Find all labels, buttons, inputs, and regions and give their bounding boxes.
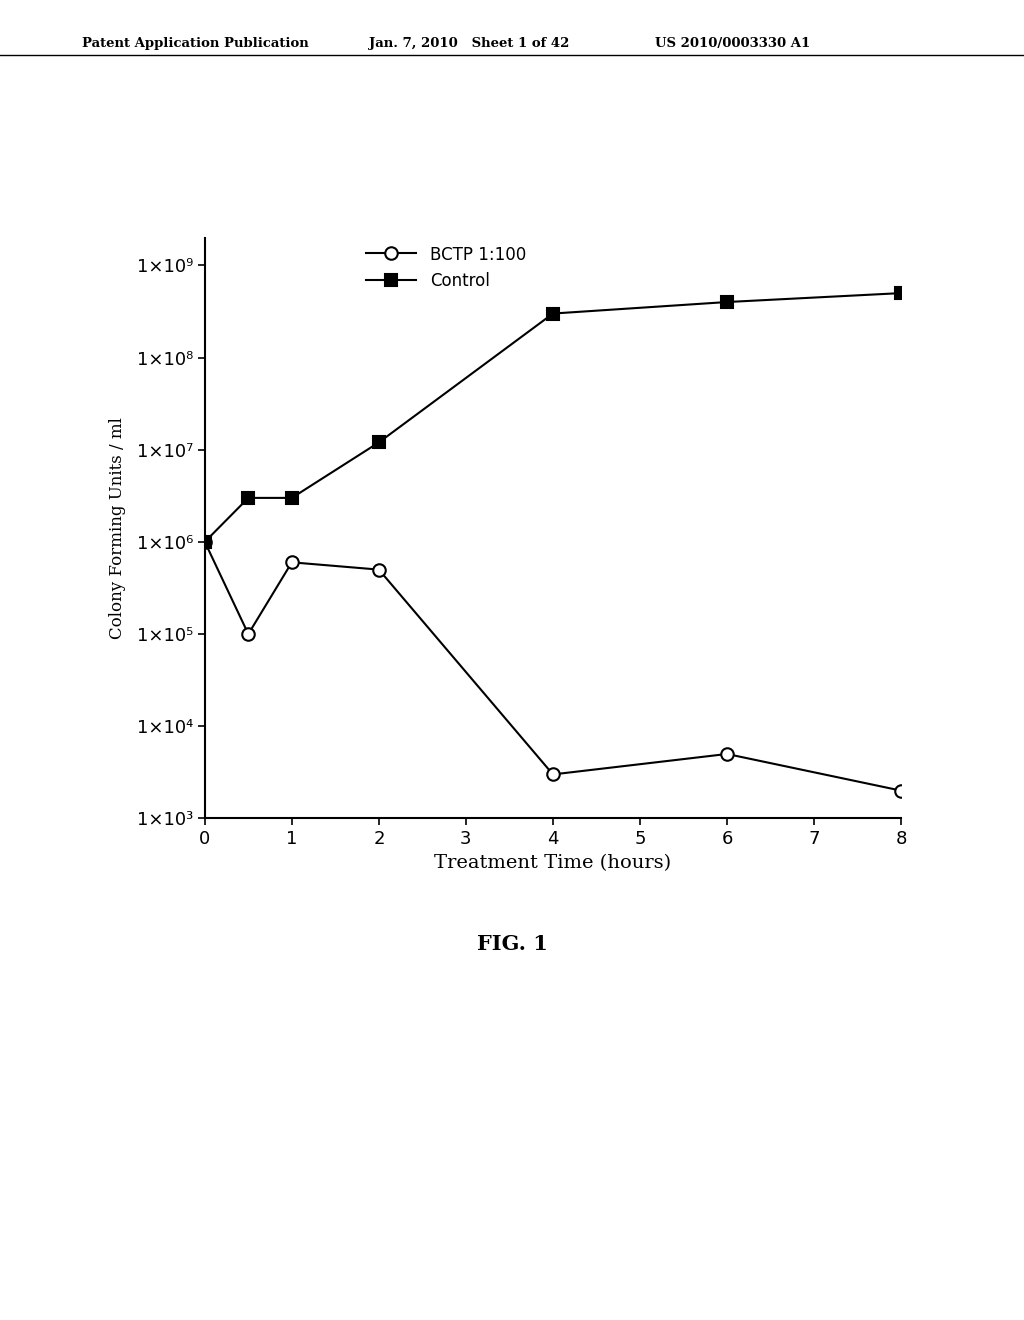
BCTP 1:100 <box>547 767 559 783</box>
X-axis label: Treatment Time (hours): Treatment Time (hours) <box>434 854 672 871</box>
Control <box>199 535 211 550</box>
BCTP 1:100 <box>373 562 385 578</box>
Text: Jan. 7, 2010   Sheet 1 of 42: Jan. 7, 2010 Sheet 1 of 42 <box>369 37 569 50</box>
Line: BCTP 1:100: BCTP 1:100 <box>199 536 907 797</box>
Text: Patent Application Publication: Patent Application Publication <box>82 37 308 50</box>
Control <box>721 294 733 310</box>
Legend: BCTP 1:100, Control: BCTP 1:100, Control <box>367 246 526 290</box>
BCTP 1:100 <box>199 535 211 550</box>
Control <box>373 434 385 450</box>
Control <box>286 490 298 506</box>
Line: Control: Control <box>199 286 907 548</box>
Control <box>243 490 255 506</box>
BCTP 1:100 <box>895 783 907 799</box>
Text: US 2010/0003330 A1: US 2010/0003330 A1 <box>655 37 811 50</box>
BCTP 1:100 <box>243 626 255 642</box>
Control <box>547 306 559 322</box>
Control <box>895 285 907 301</box>
BCTP 1:100 <box>721 746 733 762</box>
BCTP 1:100 <box>286 554 298 570</box>
Y-axis label: Colony Forming Units / ml: Colony Forming Units / ml <box>109 417 126 639</box>
Text: FIG. 1: FIG. 1 <box>476 933 548 954</box>
